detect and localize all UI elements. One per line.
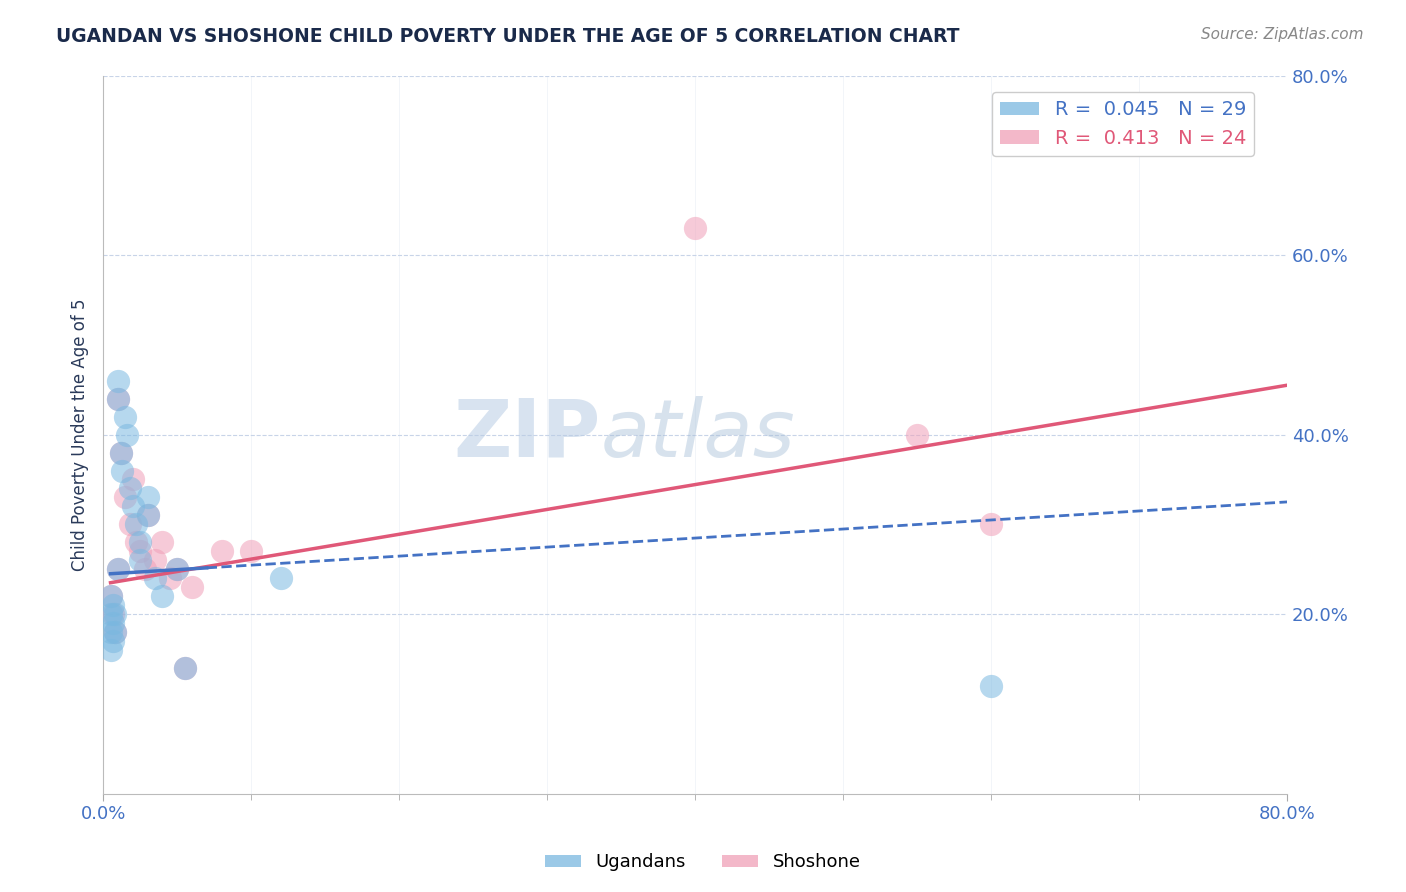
Text: Source: ZipAtlas.com: Source: ZipAtlas.com bbox=[1201, 27, 1364, 42]
Point bbox=[166, 562, 188, 576]
Y-axis label: Child Poverty Under the Age of 5: Child Poverty Under the Age of 5 bbox=[72, 298, 89, 571]
Point bbox=[211, 544, 233, 558]
Point bbox=[129, 553, 152, 567]
Point bbox=[134, 562, 156, 576]
Text: UGANDAN VS SHOSHONE CHILD POVERTY UNDER THE AGE OF 5 CORRELATION CHART: UGANDAN VS SHOSHONE CHILD POVERTY UNDER … bbox=[56, 27, 960, 45]
Point bbox=[107, 562, 129, 576]
Point bbox=[107, 562, 129, 576]
Point bbox=[115, 427, 138, 442]
Point bbox=[121, 500, 143, 514]
Point bbox=[100, 643, 122, 657]
Point bbox=[100, 607, 122, 621]
Legend: R =  0.045   N = 29, R =  0.413   N = 24: R = 0.045 N = 29, R = 0.413 N = 24 bbox=[993, 93, 1254, 156]
Point bbox=[111, 463, 134, 477]
Point bbox=[103, 598, 125, 612]
Point bbox=[103, 607, 125, 621]
Point bbox=[103, 616, 125, 631]
Point bbox=[100, 589, 122, 603]
Point bbox=[107, 392, 129, 406]
Text: atlas: atlas bbox=[600, 395, 796, 474]
Point bbox=[125, 535, 148, 549]
Point bbox=[103, 634, 125, 648]
Point bbox=[166, 562, 188, 576]
Point bbox=[150, 589, 173, 603]
Point bbox=[136, 508, 159, 523]
Point bbox=[980, 517, 1002, 532]
Point bbox=[110, 445, 132, 459]
Legend: Ugandans, Shoshone: Ugandans, Shoshone bbox=[538, 847, 868, 879]
Point bbox=[121, 473, 143, 487]
Point bbox=[107, 374, 129, 388]
Text: ZIP: ZIP bbox=[453, 395, 600, 474]
Point bbox=[683, 221, 706, 235]
Point bbox=[129, 544, 152, 558]
Point bbox=[905, 427, 928, 442]
Point bbox=[104, 625, 127, 640]
Point bbox=[104, 607, 127, 621]
Point bbox=[143, 553, 166, 567]
Point bbox=[110, 445, 132, 459]
Point bbox=[104, 625, 127, 640]
Point bbox=[129, 535, 152, 549]
Point bbox=[173, 661, 195, 675]
Point bbox=[240, 544, 263, 558]
Point bbox=[143, 571, 166, 585]
Point bbox=[107, 392, 129, 406]
Point bbox=[125, 517, 148, 532]
Point bbox=[159, 571, 181, 585]
Point bbox=[114, 409, 136, 424]
Point bbox=[150, 535, 173, 549]
Point bbox=[270, 571, 292, 585]
Point bbox=[136, 508, 159, 523]
Point bbox=[980, 679, 1002, 693]
Point bbox=[118, 482, 141, 496]
Point bbox=[100, 589, 122, 603]
Point bbox=[114, 491, 136, 505]
Point bbox=[136, 491, 159, 505]
Point bbox=[173, 661, 195, 675]
Point bbox=[100, 625, 122, 640]
Point bbox=[118, 517, 141, 532]
Point bbox=[181, 580, 204, 594]
